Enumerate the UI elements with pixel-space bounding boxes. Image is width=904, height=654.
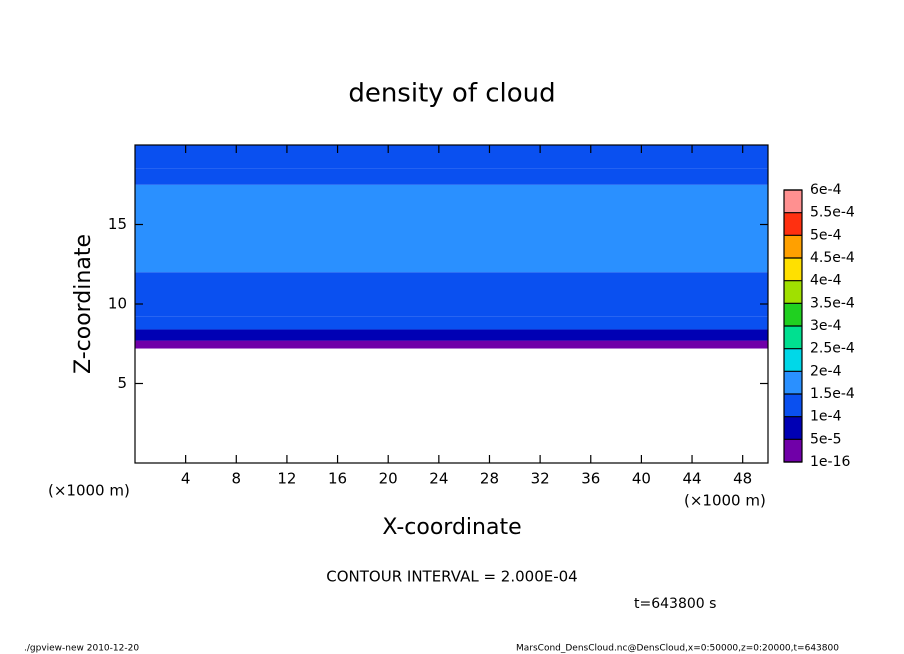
contour-band (135, 329, 768, 341)
x-unit: (×1000 m) (48, 482, 130, 500)
x-tick-label: 24 (429, 470, 448, 488)
colorbar-box (784, 280, 802, 304)
x-tick-label: 44 (682, 470, 701, 488)
x-tick-label: 28 (480, 470, 499, 488)
x-unit: (×1000 m) (684, 492, 766, 510)
colorbar-box (784, 235, 802, 258)
colorbar-label: 2e-4 (810, 363, 842, 379)
colorbar-box (784, 326, 802, 349)
footer-left: ./gpview-new 2010-12-20 (24, 644, 139, 654)
y-tick-label: 5 (117, 374, 127, 392)
contour-band (135, 168, 768, 185)
colorbar-label: 3.5e-4 (810, 295, 855, 311)
colorbar-label: 1e-16 (810, 454, 850, 470)
colorbar-label: 1.5e-4 (810, 386, 855, 402)
x-tick-label: 32 (531, 470, 550, 488)
x-tick-label: 36 (581, 470, 600, 488)
colorbar-box (784, 416, 802, 440)
colorbar-box (784, 394, 802, 417)
colorbar-label: 3e-4 (810, 318, 842, 334)
colorbar-box (784, 303, 802, 326)
contour-band (135, 340, 768, 349)
x-tick-label: 12 (277, 470, 296, 488)
x-tick-label: 16 (328, 470, 347, 488)
colorbar-label: 4e-4 (810, 273, 842, 289)
contour-band (135, 272, 768, 317)
footer-right: MarsCond_DensCloud.nc@DensCloud,x=0:5000… (516, 644, 839, 654)
colorbar-box (784, 212, 802, 236)
colorbar-label: 1e-4 (810, 409, 842, 425)
colorbar-box (784, 348, 802, 372)
colorbar-label: 5e-4 (810, 227, 842, 243)
x-tick-label: 20 (379, 470, 398, 488)
colorbar-label: 6e-4 (810, 182, 842, 198)
contour-band (135, 145, 768, 169)
x-tick-label: 4 (181, 470, 191, 488)
x-tick-label: 48 (733, 470, 752, 488)
contour-band (135, 316, 768, 330)
chart-title: density of cloud (348, 79, 555, 109)
colorbar-box (784, 258, 802, 281)
colorbar-label: 2.5e-4 (810, 341, 855, 357)
colorbar-label: 4.5e-4 (810, 250, 855, 266)
x-axis-label: X-coordinate (382, 515, 521, 540)
colorbar-label: 5.5e-4 (810, 205, 855, 221)
time-label: t=643800 s (634, 596, 716, 612)
contour-interval: CONTOUR INTERVAL = 2.000E-04 (326, 568, 577, 586)
y-tick-label: 10 (108, 295, 127, 313)
x-tick-label: 8 (232, 470, 242, 488)
y-tick-label: 15 (108, 215, 127, 233)
contour-band (135, 184, 768, 273)
x-tick-label: 40 (632, 470, 651, 488)
colorbar-label: 5e-5 (810, 431, 841, 447)
colorbar-box (784, 190, 802, 213)
colorbar-box (784, 371, 802, 394)
colorbar-box (784, 439, 802, 462)
y-axis-label: Z-coordinate (71, 234, 96, 374)
